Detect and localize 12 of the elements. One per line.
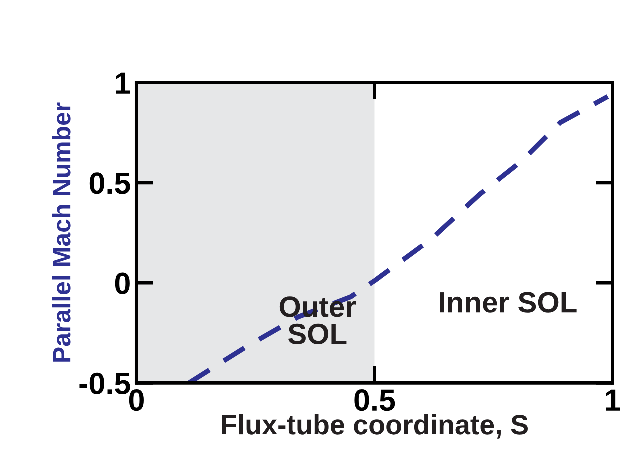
y-tick-label: 0 — [115, 272, 130, 294]
annotation: Inner SOL — [440, 292, 577, 313]
x-tick-label: 1 — [606, 390, 620, 411]
annotation: Outer SOL — [280, 296, 356, 345]
y-tick-label: 1 — [116, 72, 130, 94]
y-axis-title: Parallel Mach Number — [52, 102, 71, 362]
x-tick-label: 0 — [129, 390, 144, 412]
y-tick-label: 0.5 — [90, 172, 130, 194]
y-tick-label: -0.5 — [80, 372, 130, 395]
x-axis-title: Flux-tube coordinate, S — [222, 414, 528, 439]
x-tick-label: 0.5 — [354, 390, 396, 412]
line-series — [186, 94, 610, 384]
